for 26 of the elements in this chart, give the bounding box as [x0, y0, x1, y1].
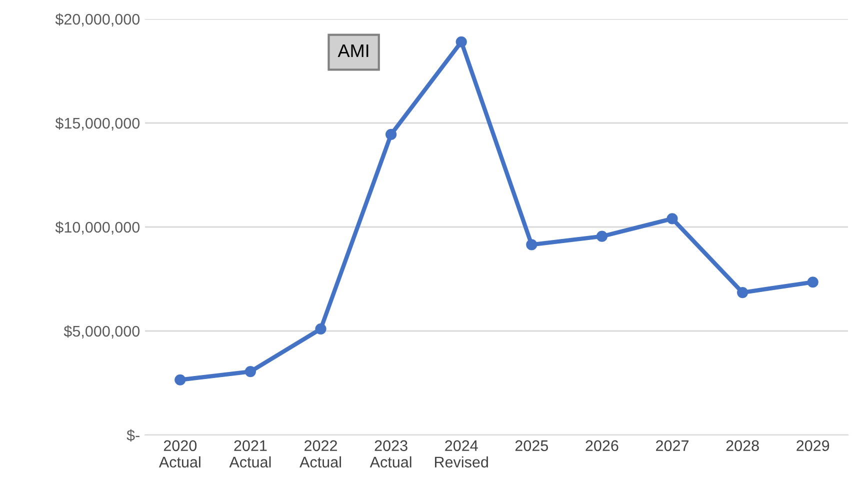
y-tick-label: $- [126, 429, 140, 442]
x-tick-label: 2029 [796, 440, 830, 452]
point [807, 276, 818, 288]
x-tick-label: 2026 [586, 440, 618, 452]
x-tick-label: 2023 Actual [370, 440, 412, 468]
x-tick-label: 2028 [726, 440, 759, 452]
point [244, 366, 256, 378]
point [456, 36, 467, 48]
y-tick-label: $20,000,000 [55, 13, 140, 26]
y-tick-label: $10,000,000 [55, 221, 140, 234]
point [385, 128, 397, 140]
point [315, 323, 326, 334]
x-tick-label: 2024 Revised [435, 440, 488, 468]
x-tick-label: 2020 Actual [158, 440, 200, 468]
point [666, 213, 678, 224]
point [736, 286, 748, 298]
point [526, 239, 538, 250]
annotation: AMI [338, 44, 368, 57]
x-tick-label: 2027 [656, 440, 688, 452]
x-tick-label: 2025 [515, 440, 548, 452]
point [596, 230, 608, 242]
y-tick-label: $15,000,000 [55, 117, 140, 130]
point [174, 374, 186, 386]
y-tick-label: $5,000,000 [64, 325, 140, 338]
x-tick-label: 2021 Actual [229, 440, 271, 468]
x-tick-label: 2022 Actual [300, 440, 341, 468]
